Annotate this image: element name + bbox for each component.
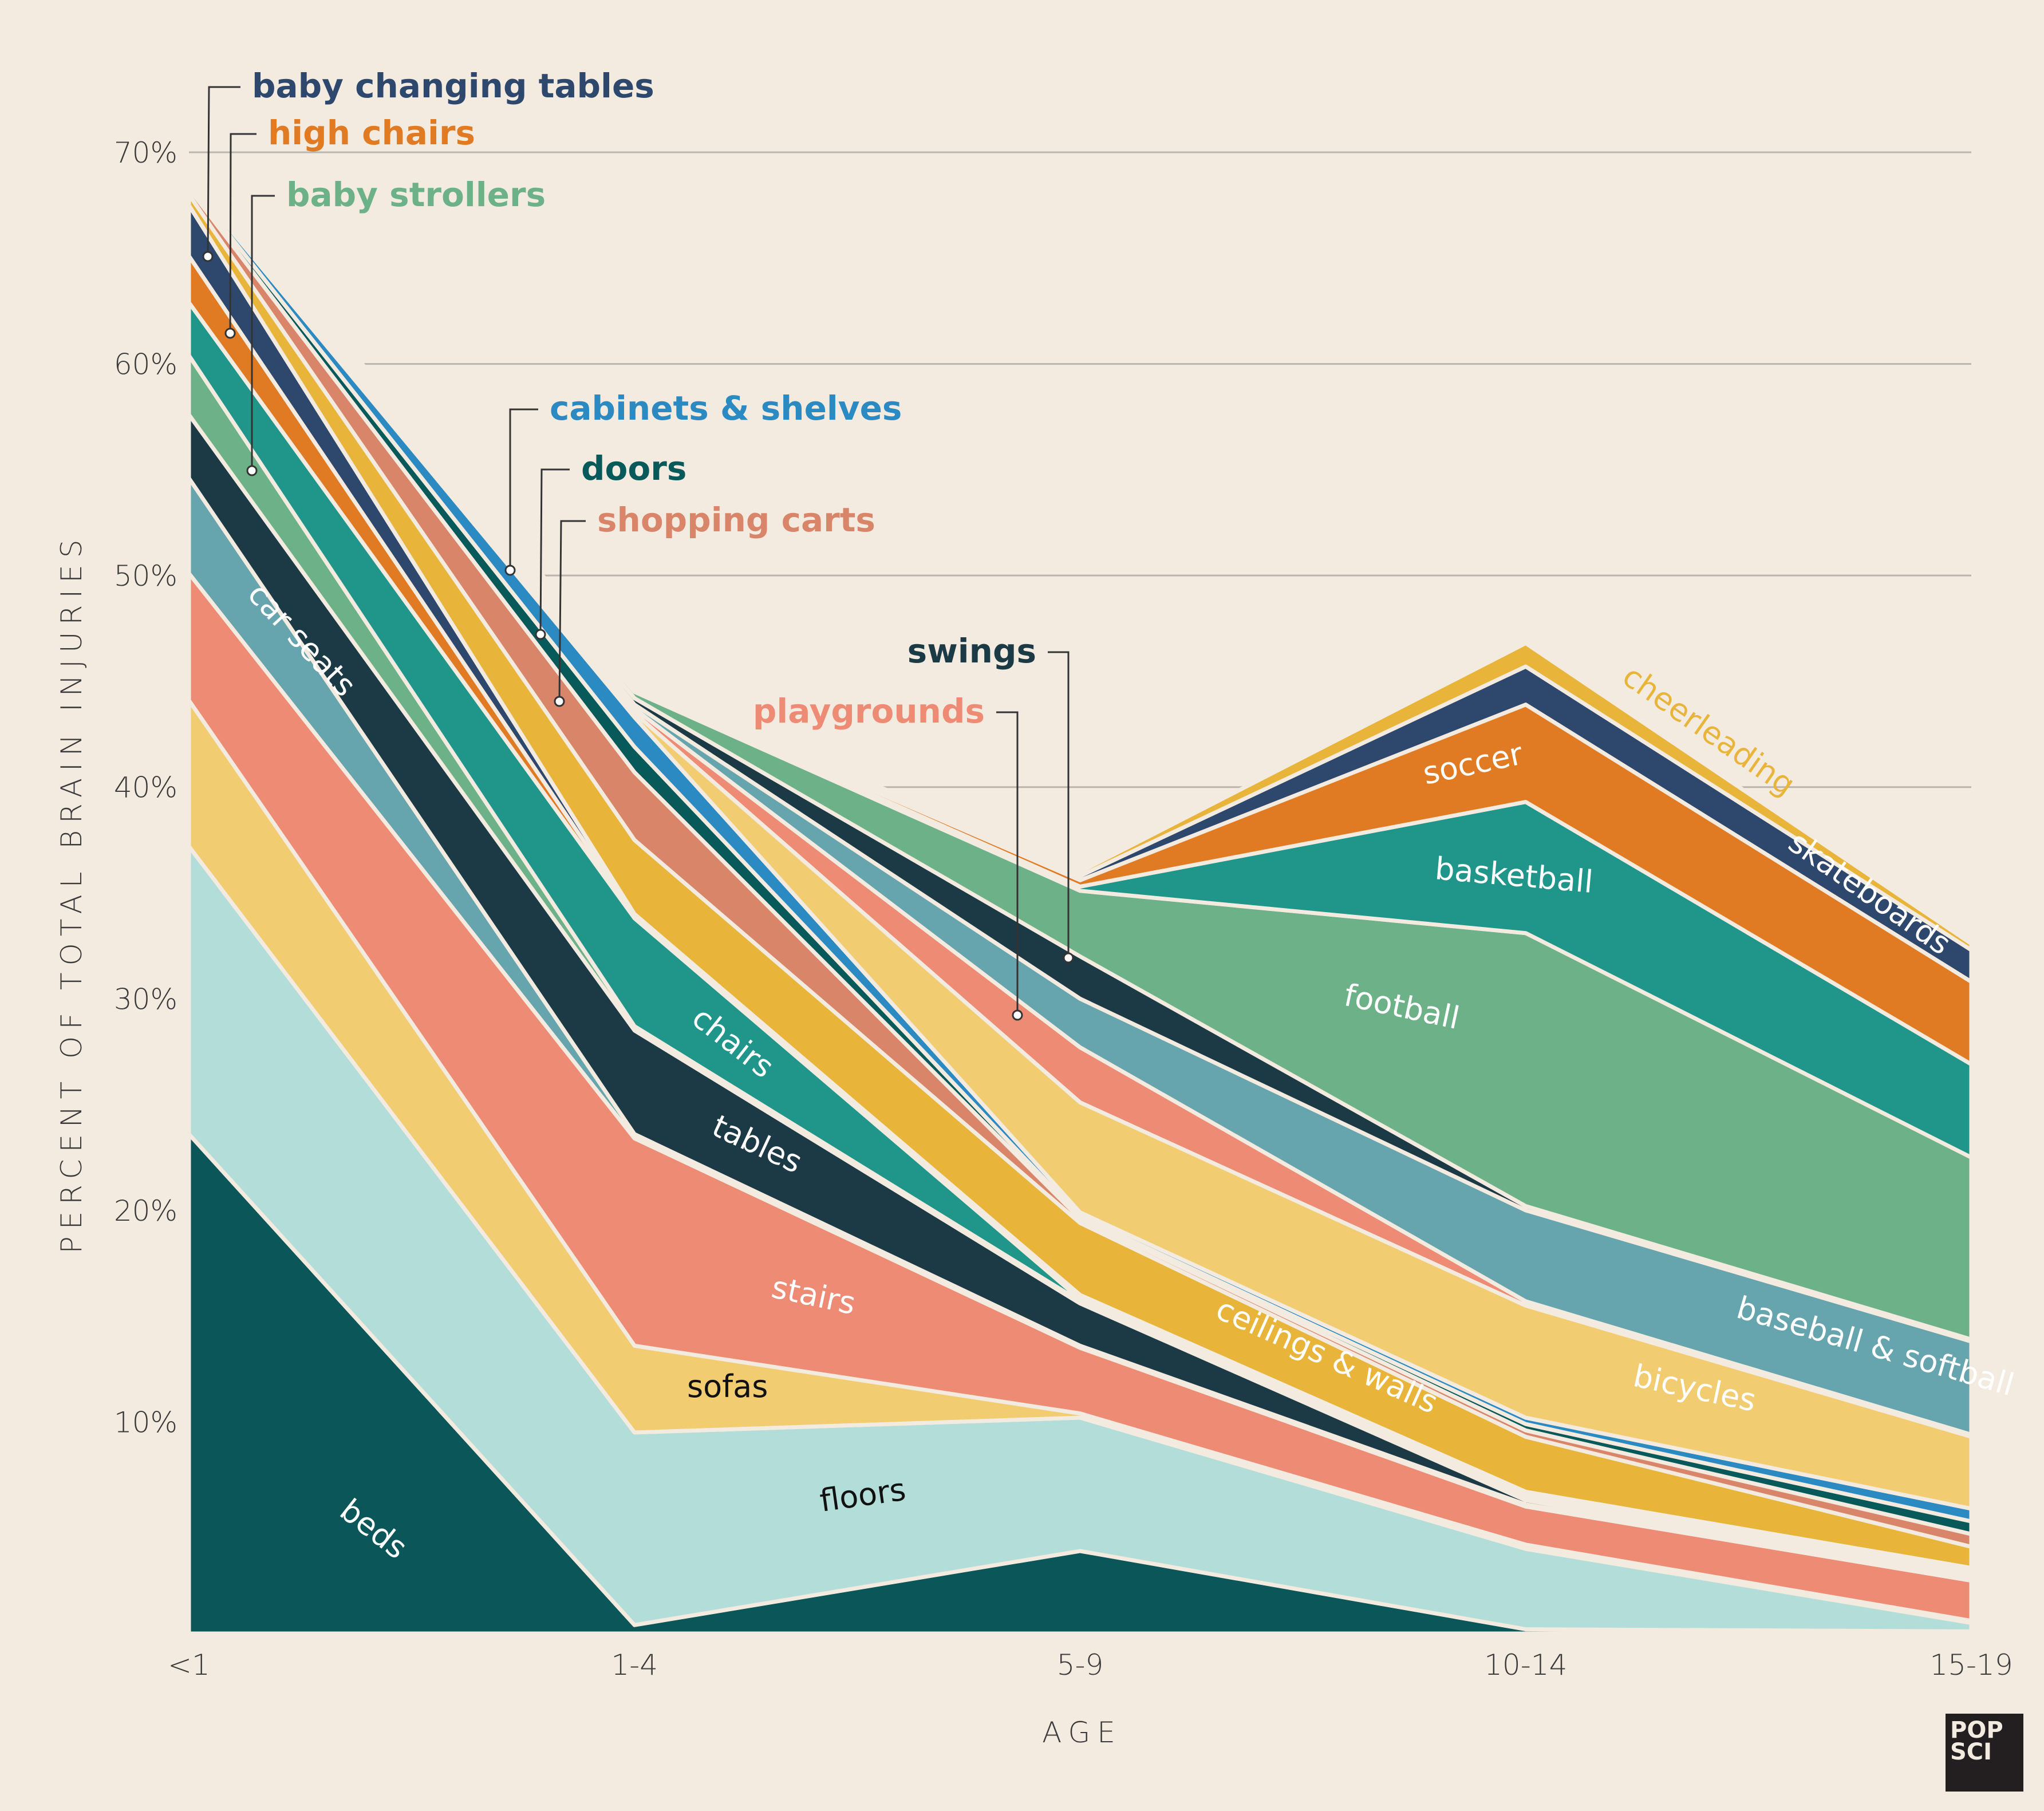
callout-leader-line	[509, 408, 538, 570]
callout-dot	[246, 465, 258, 476]
y-tick-label: 20%	[114, 1194, 177, 1228]
x-tick-label: <1	[168, 1648, 210, 1682]
y-tick-label: 40%	[114, 771, 177, 804]
callout-dot	[554, 696, 565, 707]
x-tick-label: 5-9	[1057, 1648, 1104, 1682]
callout-leader-line	[251, 195, 275, 471]
x-axis-title: AGE	[1042, 1716, 1122, 1749]
callout-label: playgrounds	[753, 692, 985, 731]
x-tick-label: 1-4	[611, 1648, 658, 1682]
logo-line-1: POP	[1950, 1717, 2003, 1743]
x-tick-label: 10-14	[1484, 1648, 1567, 1682]
y-tick-label: 30%	[114, 983, 177, 1016]
area-layers	[187, 159, 1974, 1636]
callout-label: swings	[907, 632, 1036, 670]
callout-leader-line	[539, 468, 570, 635]
callout-label: baby changing tables	[252, 66, 654, 105]
series-label: sofas	[687, 1368, 768, 1404]
y-axis-title: PERCENT OF TOTAL BRAIN INJURIES	[55, 533, 88, 1254]
callout-dot	[504, 565, 516, 576]
callout-label: baby strollers	[286, 175, 546, 214]
callout-labels: baby changing tables high chairs baby stro…	[202, 66, 1074, 1021]
y-tick-label: 10%	[114, 1406, 177, 1439]
callout-dot	[535, 629, 546, 640]
callout-leader-line	[229, 133, 257, 334]
callout-dot	[202, 251, 214, 262]
x-axis-ticks: <1 1-4 5-9 10-14 15-19	[168, 1648, 2013, 1682]
x-tick-label: 15-19	[1929, 1648, 2013, 1682]
callout-dot	[1012, 1009, 1023, 1021]
callout-label: doors	[581, 449, 686, 488]
callout-dot	[224, 328, 236, 339]
callout-leader-line	[996, 711, 1019, 1015]
y-tick-label: 60%	[114, 348, 177, 381]
y-tick-label: 70%	[114, 136, 177, 169]
y-tick-label: 50%	[114, 559, 177, 593]
callout-dot	[1063, 952, 1074, 964]
popsci-logo: POP SCI	[1946, 1714, 2023, 1792]
callout-label: high chairs	[268, 113, 475, 152]
logo-line-2: SCI	[1950, 1739, 1992, 1765]
y-axis-ticks: 10% 20% 30% 40% 50% 60% 70%	[114, 136, 177, 1439]
callout-leader-line	[207, 86, 240, 257]
callout-leader-line	[1048, 651, 1070, 958]
callout-label: shopping carts	[597, 500, 875, 539]
callout-leader-line	[558, 520, 586, 702]
area-cheerleading	[187, 159, 1974, 952]
callout-label: cabinets & shelves	[550, 389, 902, 428]
